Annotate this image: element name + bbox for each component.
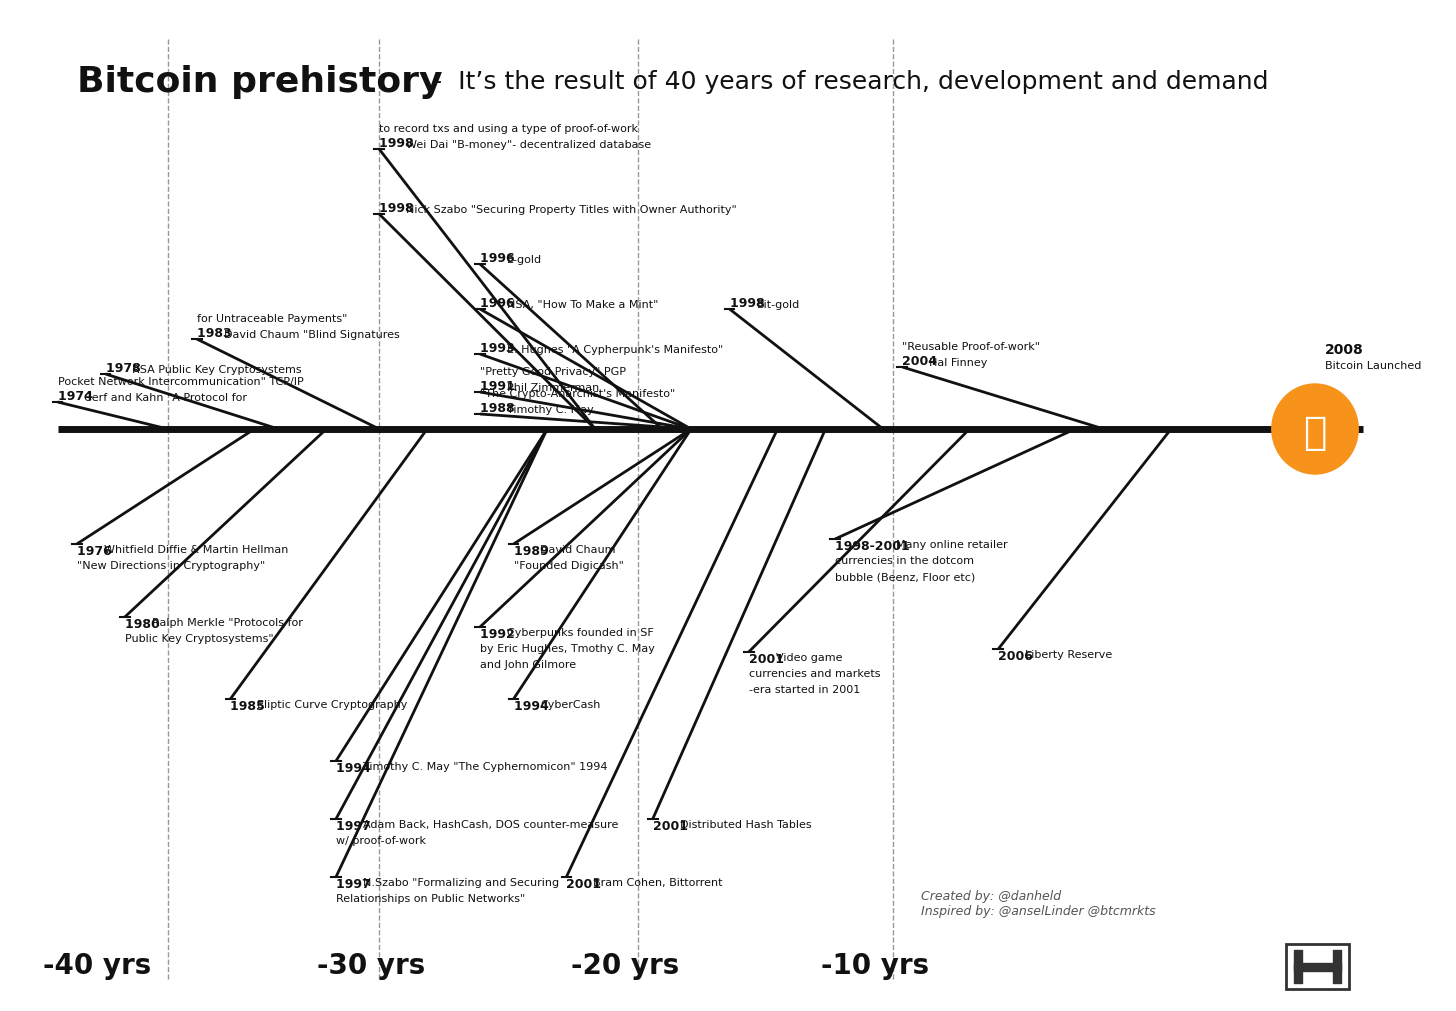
Text: 1989: 1989: [514, 545, 552, 557]
Text: by Eric Hughes, Tmothy C. May: by Eric Hughes, Tmothy C. May: [480, 643, 655, 653]
Text: Nick Szabo "Securing Property Titles with Owner Authority": Nick Szabo "Securing Property Titles wit…: [406, 205, 737, 214]
Text: Public Key Cryptosystems": Public Key Cryptosystems": [125, 633, 274, 643]
Text: Eliptic Curve Cryptography: Eliptic Curve Cryptography: [258, 700, 408, 710]
Text: bubble (Beenz, Floor etc): bubble (Beenz, Floor etc): [836, 571, 976, 581]
Text: 1998: 1998: [379, 202, 418, 214]
Text: 1994: 1994: [336, 761, 376, 774]
Text: Created by: @danheld
Inspired by: @anselLinder @btcmrkts: Created by: @danheld Inspired by: @ansel…: [922, 889, 1156, 917]
Text: w/ proof-of-work: w/ proof-of-work: [336, 835, 427, 845]
Text: 1988: 1988: [480, 401, 518, 415]
Text: 1992: 1992: [480, 628, 518, 640]
Text: Wei Dai "B-money"- decentralized database: Wei Dai "B-money"- decentralized databas…: [406, 140, 651, 150]
Text: -20 yrs: -20 yrs: [571, 951, 680, 979]
Text: ₿: ₿: [1303, 413, 1326, 452]
Text: Many online retailer: Many online retailer: [895, 540, 1008, 549]
Text: Pocket Network Intercommunication" TCP/IP: Pocket Network Intercommunication" TCP/I…: [58, 377, 303, 386]
Text: CyberCash: CyberCash: [540, 700, 601, 710]
Text: Ralph Merkle "Protocols for: Ralph Merkle "Protocols for: [151, 618, 303, 628]
Text: Bitcoin prehistory: Bitcoin prehistory: [77, 65, 443, 99]
Text: E-gold: E-gold: [507, 255, 542, 265]
Text: N.Szabo "Formalizing and Securing: N.Szabo "Formalizing and Securing: [363, 878, 559, 887]
Text: Cyberpunks founded in SF: Cyberpunks founded in SF: [507, 628, 654, 637]
Text: Timothy C. May: Timothy C. May: [507, 404, 594, 415]
Text: Timothy C. May "The Cyphernomicon" 1994: Timothy C. May "The Cyphernomicon" 1994: [363, 761, 607, 771]
Text: E. Hughes "A Cypherpunk's Manifesto": E. Hughes "A Cypherpunk's Manifesto": [507, 345, 724, 355]
Text: -era started in 2001: -era started in 2001: [748, 684, 860, 695]
Text: -40 yrs: -40 yrs: [44, 951, 151, 979]
Text: Bitcoin Launched: Bitcoin Launched: [1325, 361, 1421, 371]
Text: Cerf and Kahn "A Protocol for: Cerf and Kahn "A Protocol for: [84, 392, 248, 402]
Text: Relationships on Public Networks": Relationships on Public Networks": [336, 893, 526, 903]
Text: 2004: 2004: [903, 355, 942, 368]
Text: -10 yrs: -10 yrs: [821, 951, 929, 979]
Text: 1993: 1993: [480, 342, 518, 355]
Text: 1998-2001: 1998-2001: [836, 540, 914, 552]
Text: currencies in the dotcom: currencies in the dotcom: [836, 555, 974, 565]
Text: 1996: 1996: [480, 252, 518, 265]
Text: NSA, "How To Make a Mint": NSA, "How To Make a Mint": [507, 299, 658, 309]
Text: -  It’s the result of 40 years of research, development and demand: - It’s the result of 40 years of researc…: [425, 70, 1268, 94]
Text: 1978: 1978: [106, 362, 144, 375]
Text: Whitfield Diffie & Martin Hellman: Whitfield Diffie & Martin Hellman: [103, 545, 288, 554]
Text: "Pretty Good Privacy" PGP: "Pretty Good Privacy" PGP: [480, 367, 626, 377]
Text: 1985: 1985: [230, 700, 269, 713]
Text: "The Crypto-Anarchist's Manifesto": "The Crypto-Anarchist's Manifesto": [480, 388, 676, 398]
Text: David Chaum: David Chaum: [540, 545, 616, 554]
Text: 1998: 1998: [379, 136, 418, 150]
Text: Bram Cohen, Bittorrent: Bram Cohen, Bittorrent: [593, 878, 722, 887]
Text: Liberty Reserve: Liberty Reserve: [1025, 649, 1112, 659]
Text: 1997: 1997: [336, 878, 376, 890]
Text: 1983: 1983: [197, 327, 236, 340]
Text: Adam Back, HashCash, DOS counter-measure: Adam Back, HashCash, DOS counter-measure: [363, 819, 619, 829]
Text: RSA Public Key Cryptosystems: RSA Public Key Cryptosystems: [132, 365, 301, 375]
Text: currencies and markets: currencies and markets: [748, 668, 881, 678]
Text: 1974: 1974: [58, 389, 98, 402]
Text: 1996: 1996: [480, 296, 518, 309]
Text: 1997: 1997: [336, 819, 376, 832]
Text: Phil Zimmerman: Phil Zimmerman: [507, 382, 598, 392]
Text: Video game: Video game: [776, 652, 842, 662]
Text: 2006: 2006: [999, 649, 1038, 662]
Bar: [1286, 944, 1348, 989]
Text: 1976: 1976: [77, 545, 116, 557]
Text: 1980: 1980: [125, 618, 165, 631]
Text: Hal Finney: Hal Finney: [929, 358, 987, 368]
Text: David Chaum "Blind Signatures: David Chaum "Blind Signatures: [224, 330, 399, 340]
Text: 1998: 1998: [729, 296, 769, 309]
Text: to record txs and using a type of proof-of-work: to record txs and using a type of proof-…: [379, 124, 638, 133]
Text: "Reusable Proof-of-work": "Reusable Proof-of-work": [903, 342, 1040, 352]
Text: 2008: 2008: [1325, 343, 1363, 357]
Text: 2001: 2001: [652, 819, 692, 832]
Text: 2001: 2001: [566, 878, 606, 890]
Text: 1994: 1994: [514, 700, 553, 713]
Text: 2001: 2001: [748, 652, 788, 665]
Text: for Untraceable Payments": for Untraceable Payments": [197, 313, 347, 324]
Text: Bit-gold: Bit-gold: [756, 299, 799, 309]
Text: 1991: 1991: [480, 379, 518, 392]
Circle shape: [1273, 384, 1358, 474]
Text: -30 yrs: -30 yrs: [317, 951, 425, 979]
Text: Distributed Hash Tables: Distributed Hash Tables: [680, 819, 811, 829]
Text: "Founded Digicash": "Founded Digicash": [514, 560, 623, 570]
Text: and John Gilmore: and John Gilmore: [480, 659, 577, 669]
Text: "New Directions in Cryptography": "New Directions in Cryptography": [77, 560, 265, 570]
